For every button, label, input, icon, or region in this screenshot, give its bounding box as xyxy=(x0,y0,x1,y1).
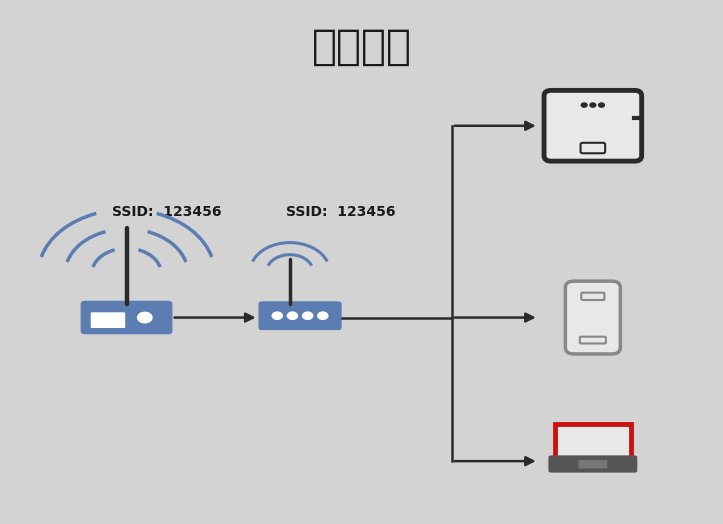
FancyBboxPatch shape xyxy=(555,424,630,458)
FancyBboxPatch shape xyxy=(80,301,172,334)
Circle shape xyxy=(287,312,297,319)
FancyBboxPatch shape xyxy=(565,281,620,354)
FancyBboxPatch shape xyxy=(544,90,642,161)
Circle shape xyxy=(137,312,152,323)
Text: SSID:  123456: SSID: 123456 xyxy=(112,205,221,219)
FancyBboxPatch shape xyxy=(91,312,125,328)
FancyBboxPatch shape xyxy=(259,301,341,330)
FancyBboxPatch shape xyxy=(578,460,607,468)
Text: 无线中继: 无线中继 xyxy=(312,26,411,68)
Circle shape xyxy=(272,312,282,319)
FancyBboxPatch shape xyxy=(548,455,637,473)
FancyBboxPatch shape xyxy=(581,143,605,153)
Circle shape xyxy=(599,103,604,107)
FancyBboxPatch shape xyxy=(580,337,606,344)
Circle shape xyxy=(302,312,312,319)
Circle shape xyxy=(317,312,328,319)
Text: SSID:  123456: SSID: 123456 xyxy=(286,205,395,219)
Circle shape xyxy=(590,103,596,107)
FancyBboxPatch shape xyxy=(581,292,604,300)
Circle shape xyxy=(581,103,587,107)
